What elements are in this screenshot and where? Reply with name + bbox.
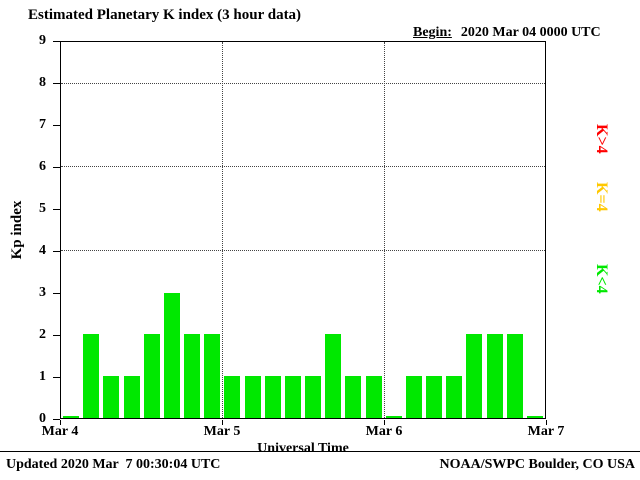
y-tick-label-8: 8 (39, 75, 46, 90)
x-tick-mark-3 (546, 420, 547, 425)
y-tick-mark-8 (53, 83, 60, 84)
begin-timestamp: Begin: 2020 Mar 04 0000 UTC (399, 9, 601, 57)
kp-bar-12 (305, 376, 322, 418)
kp-bar-10 (264, 376, 281, 418)
y-axis-title: Kp index (9, 200, 25, 260)
kp-bar-19 (446, 376, 463, 418)
x-tick-label-3: Mar 7 (527, 424, 565, 439)
updated-timestamp: Updated 2020 Mar 7 00:30:04 UTC (6, 457, 221, 472)
plot-area (60, 41, 546, 419)
y-tick-mark-3 (53, 293, 60, 294)
y-tick-label-6: 6 (39, 159, 46, 174)
legend-kp-above-4: K>4 (593, 124, 610, 154)
y-tick-mark-9 (53, 41, 60, 42)
kp-bar-5 (163, 292, 180, 418)
y-tick-label-9: 9 (39, 33, 46, 48)
x-axis-tick-labels: Mar 4 Mar 5 Mar 6 Mar 7 (42, 424, 565, 440)
gridline-vertical-day1 (222, 42, 224, 418)
y-tick-label-1: 1 (39, 369, 46, 384)
kp-bar-13 (325, 334, 342, 418)
y-tick-label-7: 7 (39, 117, 46, 132)
kp-bar-11 (284, 376, 301, 418)
kp-bar-7 (204, 334, 221, 418)
y-tick-mark-0 (53, 419, 60, 420)
y-tick-label-4: 4 (39, 243, 46, 258)
x-tick-label-1: Mar 5 (203, 424, 241, 439)
y-tick-mark-5 (53, 209, 60, 210)
kp-bar-20 (466, 334, 483, 418)
kp-bar-14 (345, 376, 362, 418)
y-axis-tick-labels: 0 1 2 3 4 5 6 7 8 9 (26, 33, 46, 426)
y-tick-label-2: 2 (39, 327, 46, 342)
kp-bar-15 (365, 376, 382, 418)
begin-value: 2020 Mar 04 0000 UTC (460, 25, 601, 40)
legend-kp-equal-4: K=4 (593, 182, 610, 212)
legend-kp-below-4: K<4 (593, 264, 610, 294)
x-tick-mark-0 (60, 420, 61, 425)
x-tick-mark-1 (222, 420, 223, 425)
kp-bar-21 (486, 334, 503, 418)
kp-bar-9 (244, 376, 261, 418)
y-tick-mark-6 (53, 167, 60, 168)
x-tick-mark-2 (384, 420, 385, 425)
x-axis-title: Universal Time (257, 441, 349, 456)
kp-bar-2 (103, 376, 120, 418)
y-tick-label-0: 0 (39, 411, 46, 426)
kp-bar-23 (526, 416, 543, 418)
x-tick-label-2: Mar 6 (365, 424, 403, 439)
gridline-horizontal-kp6 (61, 166, 545, 168)
kp-bar-4 (143, 334, 160, 418)
gridline-vertical-day2 (383, 42, 385, 418)
kp-bar-0 (63, 416, 80, 418)
kp-bar-16 (385, 416, 402, 418)
kp-bar-17 (405, 376, 422, 418)
begin-label: Begin: (413, 25, 452, 40)
legend: K>4 K=4 K<4 (592, 0, 614, 480)
kp-bar-1 (83, 334, 100, 418)
y-tick-mark-7 (53, 125, 60, 126)
kp-bar-8 (224, 376, 241, 418)
gridline-horizontal-kp4 (61, 249, 545, 251)
y-tick-label-3: 3 (39, 285, 46, 300)
gridline-horizontal-kp8 (61, 82, 545, 84)
y-tick-mark-1 (53, 377, 60, 378)
kp-bar-22 (506, 334, 523, 418)
chart-title: Estimated Planetary K index (3 hour data… (28, 7, 302, 23)
kp-bar-6 (184, 334, 201, 418)
kp-bar-3 (123, 376, 140, 418)
y-tick-mark-2 (53, 335, 60, 336)
y-tick-mark-4 (53, 251, 60, 252)
kp-bar-18 (426, 376, 443, 418)
footer-divider (0, 451, 640, 452)
credit-text: NOAA/SWPC Boulder, CO USA (439, 457, 635, 472)
x-tick-label-0: Mar 4 (41, 424, 79, 439)
y-tick-label-5: 5 (39, 201, 46, 216)
